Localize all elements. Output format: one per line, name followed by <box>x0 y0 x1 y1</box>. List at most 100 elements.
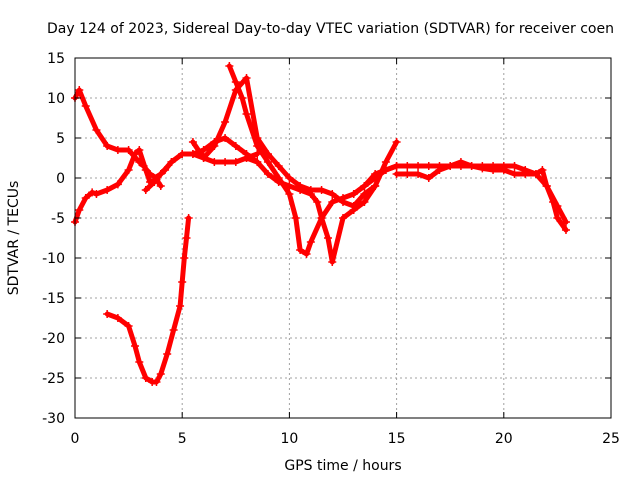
x-tick-label: 25 <box>602 431 620 447</box>
y-tick-label: 0 <box>56 171 65 187</box>
data-point <box>313 198 322 206</box>
data-point <box>178 278 187 286</box>
data-point <box>306 190 315 198</box>
data-point <box>131 342 140 350</box>
data-point <box>285 182 294 190</box>
data-point <box>135 358 144 366</box>
series-trace-3 <box>143 135 260 193</box>
data-point <box>328 198 337 206</box>
data-point <box>360 182 369 190</box>
data-point <box>242 154 251 162</box>
x-tick-label: 10 <box>280 431 298 447</box>
data-point <box>178 150 187 158</box>
plot-frame <box>74 57 612 419</box>
data-point <box>131 150 140 158</box>
data-point <box>75 206 84 214</box>
data-point <box>371 174 380 182</box>
data-point <box>180 254 189 262</box>
data-point <box>349 206 358 214</box>
data-point <box>103 310 112 318</box>
data-point <box>489 166 498 174</box>
data-point <box>124 322 133 330</box>
data-point <box>510 162 519 170</box>
data-point <box>317 186 326 194</box>
data-point <box>339 214 347 222</box>
data-point <box>188 138 197 146</box>
data-point <box>296 186 305 194</box>
data-point <box>152 378 161 386</box>
x-tick-label: 5 <box>178 431 187 447</box>
data-point <box>188 150 197 158</box>
data-point <box>231 78 240 86</box>
data-point <box>221 158 230 166</box>
data-point <box>414 162 423 170</box>
data-point <box>221 134 230 142</box>
data-point <box>156 370 165 378</box>
data-point <box>467 162 476 170</box>
data-point <box>285 190 294 198</box>
data-point <box>150 178 159 186</box>
data-point <box>323 234 332 242</box>
data-point <box>75 86 84 94</box>
data-point <box>176 302 185 310</box>
data-point <box>435 166 444 174</box>
data-point <box>263 170 272 178</box>
series-trace-8 <box>394 159 569 233</box>
data-point <box>225 62 234 70</box>
data-point <box>92 190 101 198</box>
data-point <box>339 198 347 206</box>
data-point <box>538 166 547 174</box>
y-tick-label: -30 <box>42 411 65 427</box>
data-point <box>253 158 262 166</box>
data-point <box>561 226 570 234</box>
y-tick-label: -20 <box>42 331 65 347</box>
data-point <box>88 188 97 197</box>
data-point <box>392 162 401 170</box>
data-point <box>302 250 311 258</box>
data-point <box>141 186 150 194</box>
data-point <box>163 350 172 358</box>
data-point <box>403 162 412 170</box>
data-point <box>113 314 122 322</box>
data-point <box>521 170 530 178</box>
data-point <box>285 174 294 182</box>
data-point <box>199 154 208 162</box>
data-series <box>71 62 570 386</box>
x-tick-label: 15 <box>388 431 406 447</box>
data-point <box>328 190 337 198</box>
data-point <box>141 166 150 174</box>
data-point <box>253 134 262 142</box>
data-point <box>478 164 487 173</box>
data-point <box>549 198 558 206</box>
data-point <box>221 118 230 126</box>
data-point <box>124 166 133 174</box>
data-point <box>317 214 326 222</box>
data-point <box>135 146 144 154</box>
grid-lines <box>75 58 611 418</box>
data-point <box>381 166 390 174</box>
data-point <box>113 180 122 189</box>
y-tick-label: -10 <box>42 251 65 267</box>
data-point <box>414 170 423 178</box>
data-point <box>328 258 337 266</box>
data-point <box>510 170 519 178</box>
data-point <box>542 182 551 190</box>
data-point <box>113 146 122 154</box>
series-trace-9 <box>104 215 192 385</box>
data-point <box>499 166 508 174</box>
y-tick-label: 5 <box>56 131 65 147</box>
y-axis-label: SDTVAR / TECUs <box>6 181 22 296</box>
y-tick-label: -25 <box>42 371 65 387</box>
data-point <box>141 374 150 382</box>
data-point <box>184 214 193 222</box>
data-point <box>291 214 300 222</box>
data-point <box>124 146 133 154</box>
data-point <box>156 170 165 178</box>
data-point <box>156 182 165 190</box>
data-point <box>182 234 191 242</box>
data-point <box>167 158 176 166</box>
axis-ticks: 0 5 10 15 20 25 -30 -25 -20 -15 -10 -5 0 5 10 15 <box>42 51 620 447</box>
y-tick-label: 15 <box>47 51 65 67</box>
data-point <box>81 102 90 110</box>
data-point <box>92 126 101 134</box>
